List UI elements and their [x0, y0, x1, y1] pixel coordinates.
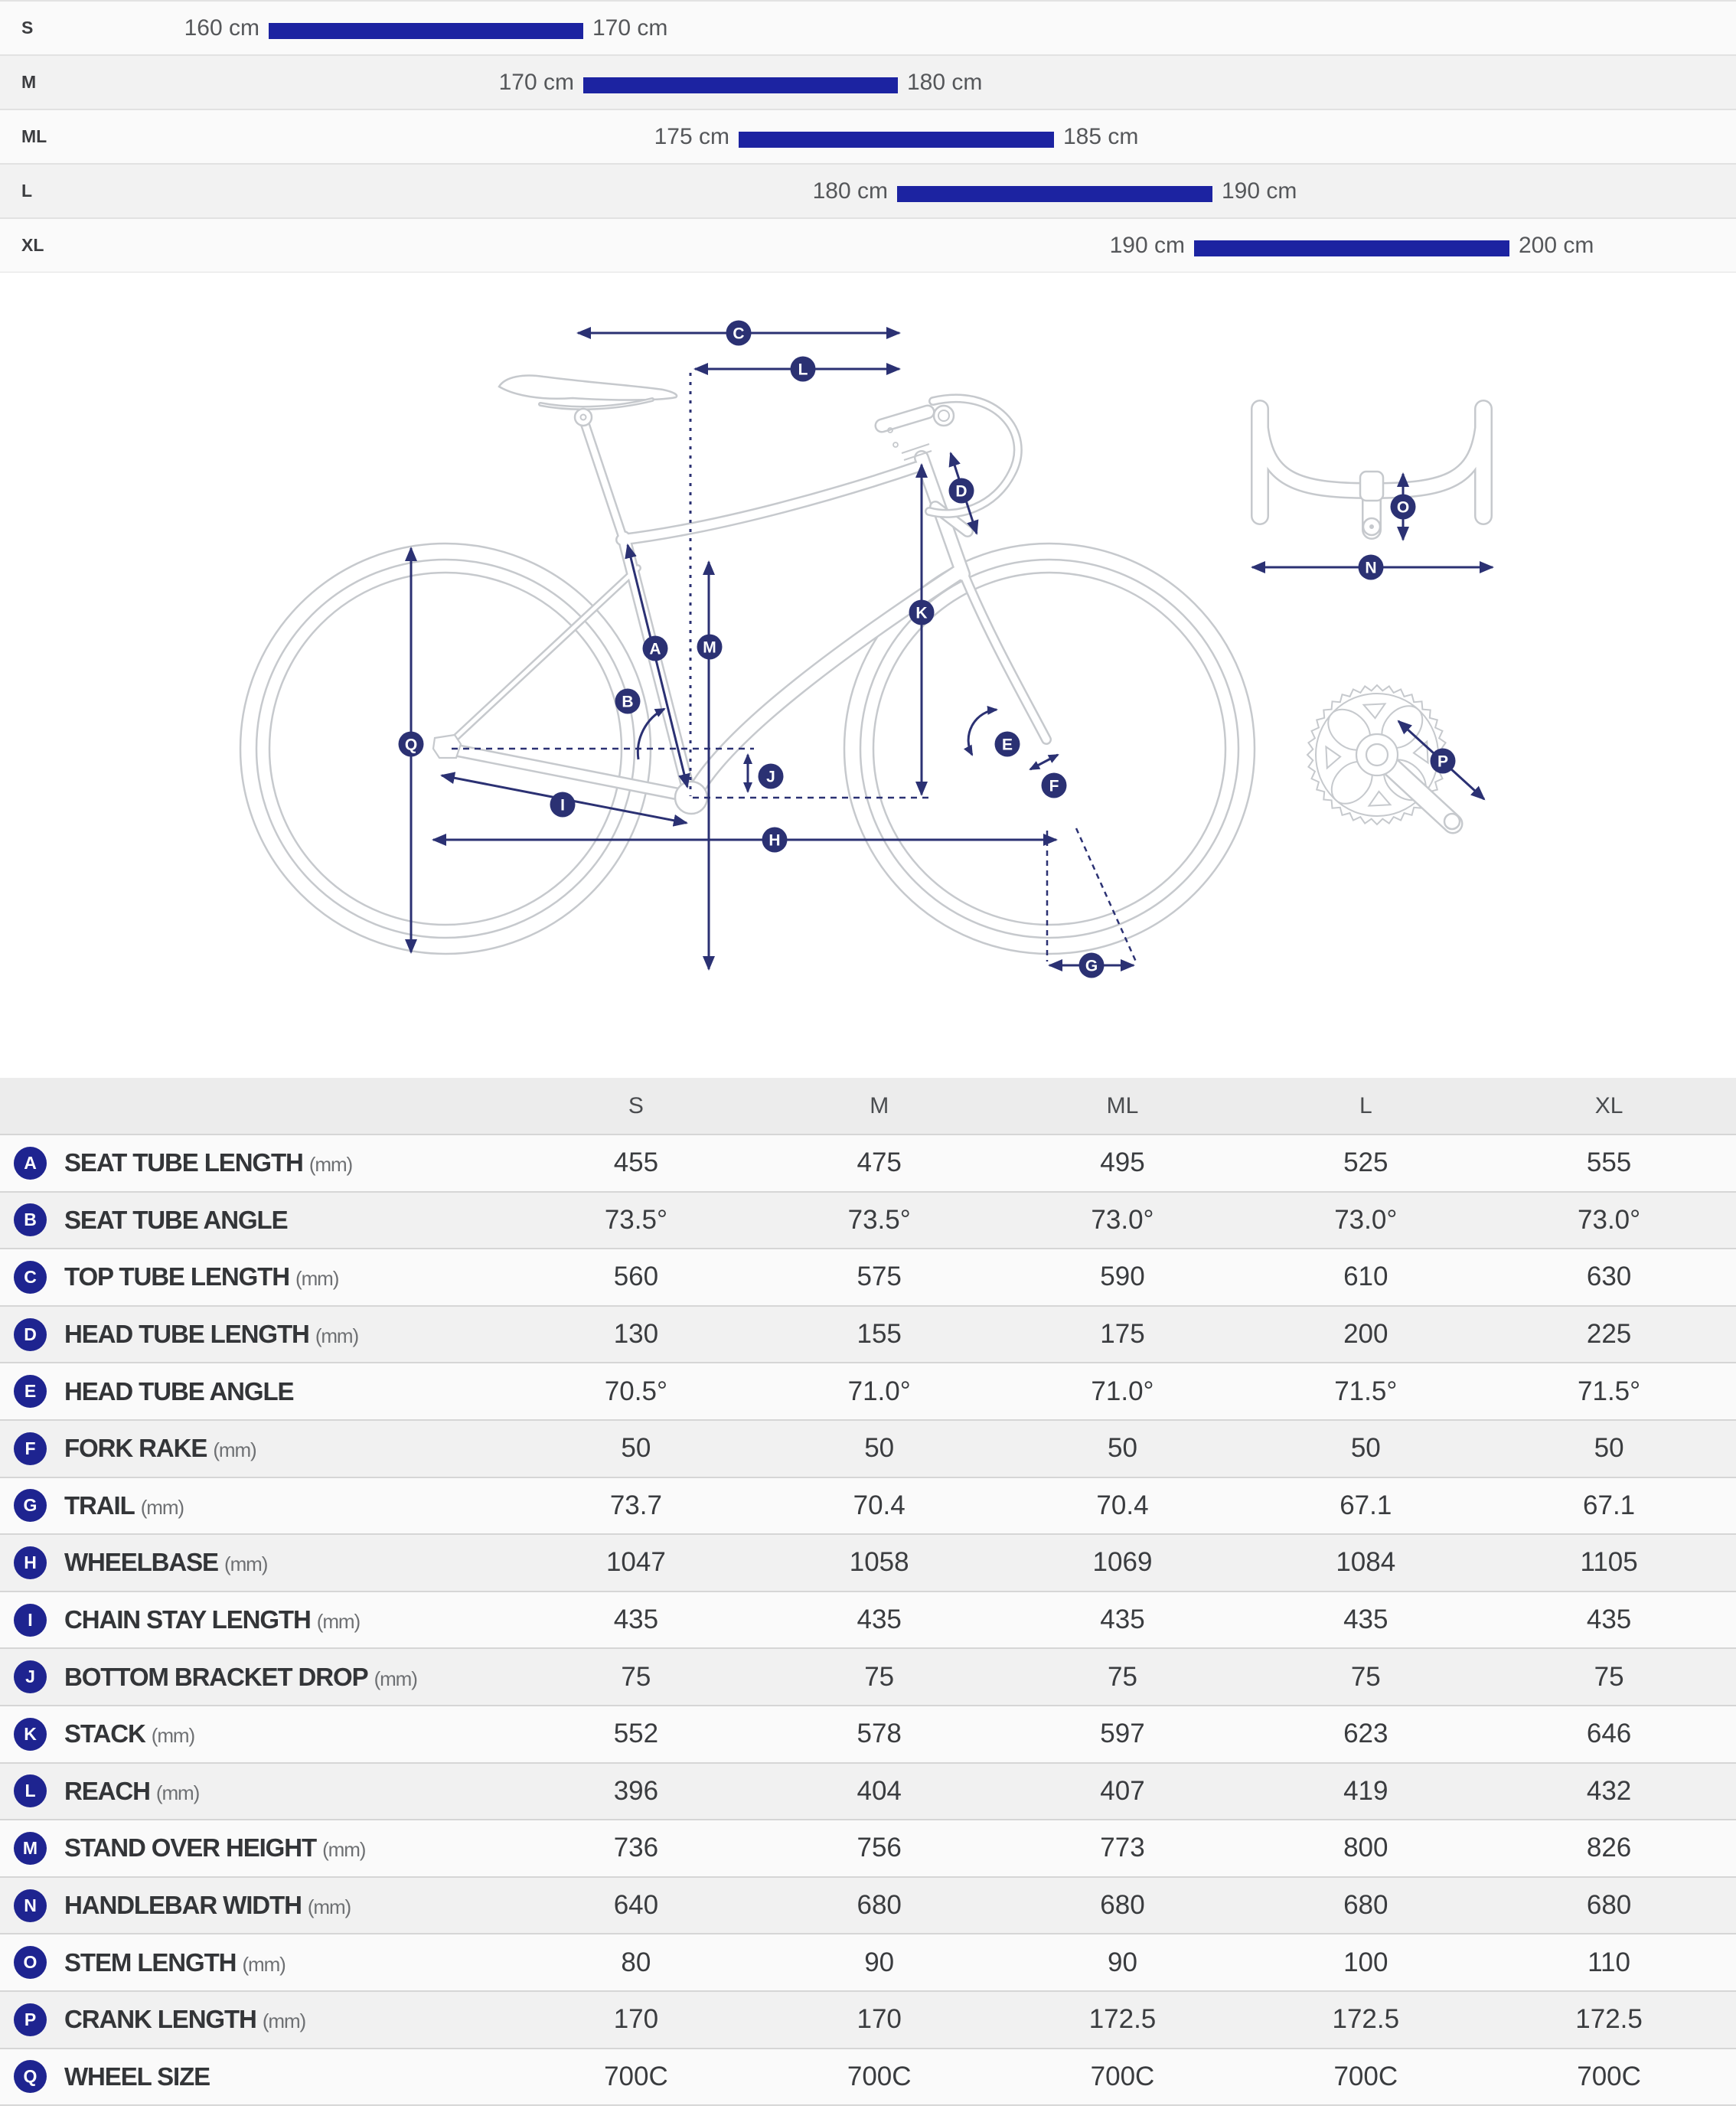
svg-text:I: I [560, 796, 565, 814]
svg-text:G: G [1085, 957, 1098, 975]
svg-text:H: H [768, 831, 780, 849]
svg-text:O: O [1397, 498, 1409, 516]
svg-text:L: L [798, 361, 808, 378]
svg-text:J: J [766, 768, 775, 785]
svg-text:A: A [649, 640, 661, 658]
svg-text:C: C [733, 325, 744, 342]
svg-text:K: K [915, 604, 927, 622]
svg-text:D: D [955, 482, 967, 500]
svg-text:B: B [622, 693, 633, 710]
svg-text:M: M [703, 638, 716, 656]
svg-text:E: E [1002, 736, 1013, 753]
svg-text:Q: Q [405, 736, 417, 753]
svg-text:N: N [1365, 559, 1376, 576]
svg-text:F: F [1049, 777, 1059, 795]
svg-text:P: P [1437, 753, 1448, 770]
